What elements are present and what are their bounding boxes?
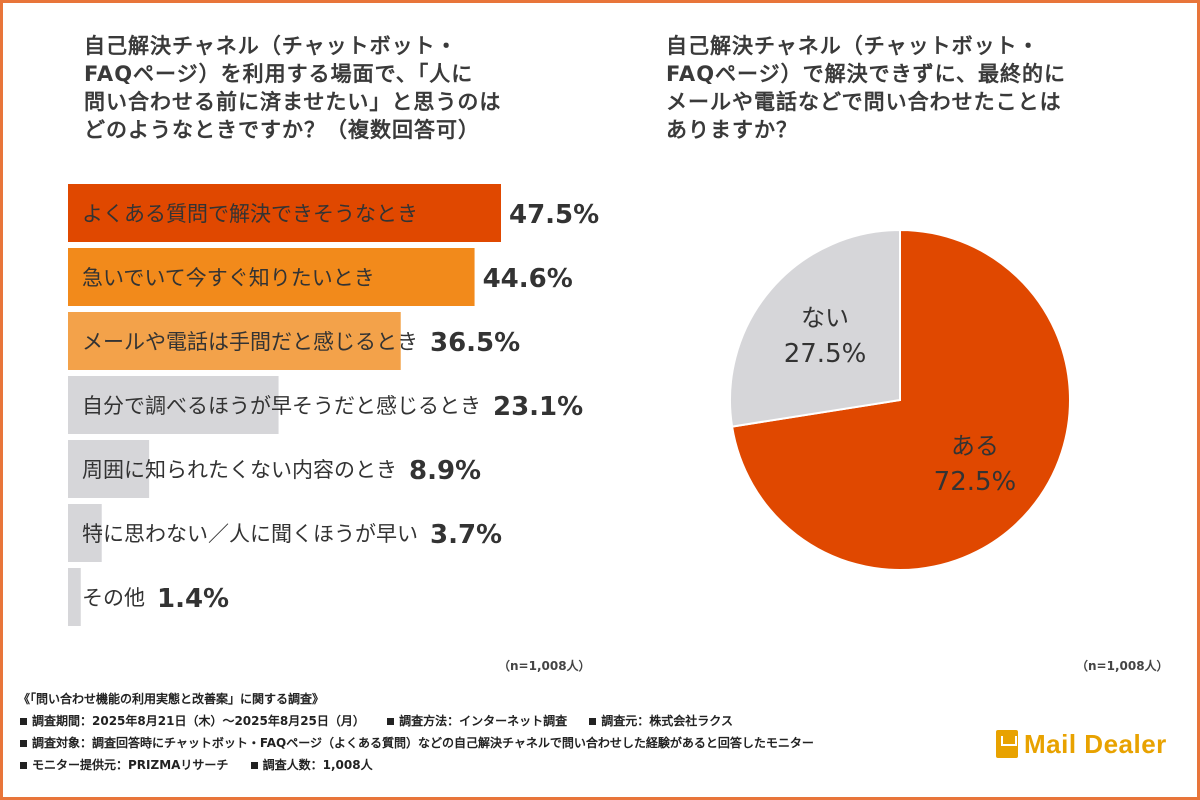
survey-method: 調査方法：インターネット調査 <box>399 714 568 728</box>
bar-6 <box>68 504 102 562</box>
bar-7 <box>68 568 81 626</box>
pie-label-2: ない <box>801 304 849 332</box>
logo-name: Mail Dealer <box>1024 728 1167 759</box>
survey-name: 《「問い合わせ機能の利用実態と改善案」に関する調査》 <box>18 692 325 706</box>
bullet-square-icon <box>20 761 27 769</box>
bar-label-6: 特に思わない／人に聞くほうが早い <box>82 522 418 546</box>
bullet-square-icon <box>250 761 258 769</box>
mail-dealer-logo: Mail Dealer <box>996 729 1167 759</box>
survey-meta-line: 調査期間：2025年8月21日（木）～2025年8月25日（月） 調査方法：イン… <box>18 710 1008 732</box>
survey-source: 調査元：株式会社ラクス <box>601 714 733 728</box>
bar-label-5: 周囲に知られたくない内容のとき <box>82 458 397 482</box>
bar-value-label-4: 23.1% <box>493 392 583 422</box>
bar-1 <box>68 184 501 242</box>
bar-label-4: 自分で調べるほうが早そうだと感じるとき <box>82 394 481 418</box>
bullet-square-icon <box>589 717 597 725</box>
bullet-square-icon <box>387 717 395 725</box>
bar-label-7: その他 <box>82 586 145 610</box>
pie-slice-2 <box>729 228 901 428</box>
bar-label-1: よくある質問で解決できそうなとき <box>82 202 418 226</box>
bar-label-2: 急いでいて今すぐ知りたいとき <box>82 266 375 290</box>
survey-provider: モニター提供元：PRIZMAリサーチ <box>32 758 229 772</box>
bar-value-label-7: 1.4% <box>157 584 229 614</box>
pie-label-1: ある <box>951 432 999 460</box>
bar-value-label-5: 8.9% <box>409 456 481 486</box>
survey-provider-line: モニター提供元：PRIZMAリサーチ 調査人数：1,008人 <box>18 754 1008 776</box>
bar-4 <box>68 376 279 434</box>
rakus-logo-icon <box>996 730 1018 758</box>
pie-chart: ある 72.5% ない 27.5% <box>729 228 1071 571</box>
pie-value-label-1: 72.5% <box>934 467 1017 497</box>
right-chart-title: 自己解決チャネル（チャットボット・ FAQページ）で解決できずに、最終的に メー… <box>666 34 1066 142</box>
left-chart-title: 自己解決チャネル（チャットボット・ FAQページ）を利用する場面で、「人に 問い… <box>84 34 502 142</box>
bar-value-label-2: 44.6% <box>483 264 573 294</box>
pie-value-label-2: 27.5% <box>784 339 867 369</box>
bullet-square-icon <box>20 717 27 725</box>
bar-3 <box>68 312 401 370</box>
left-sample-size-note: （n=1,008人） <box>498 659 591 673</box>
survey-notes: 《「問い合わせ機能の利用実態と改善案」に関する調査》 調査期間：2025年8月2… <box>18 688 1008 776</box>
survey-target: 調査対象：調査回答時にチャットボット・FAQページ（よくある質問）などの自己解決… <box>32 736 814 750</box>
pie-slice-1 <box>730 228 1071 571</box>
survey-count: 調査人数：1,008人 <box>262 758 373 772</box>
bar-value-label-3: 36.5% <box>430 328 520 358</box>
bullet-square-icon <box>20 739 27 747</box>
survey-target-line: 調査対象：調査回答時にチャットボット・FAQページ（よくある質問）などの自己解決… <box>18 732 1008 754</box>
survey-period: 調査期間：2025年8月21日（木）～2025年8月25日（月） <box>32 714 365 728</box>
bar-chart: よくある質問で解決できそうなとき 47.5% 急いでいて今すぐ知りたいとき 44.6%… <box>68 184 599 626</box>
bar-5 <box>68 440 150 498</box>
bar-label-3: メールや電話は手間だと感じるとき <box>82 330 418 354</box>
right-sample-size-note: （n=1,008人） <box>1076 659 1169 673</box>
bar-value-label-6: 3.7% <box>430 520 502 550</box>
bar-2 <box>68 248 475 306</box>
bar-value-label-1: 47.5% <box>509 200 599 230</box>
